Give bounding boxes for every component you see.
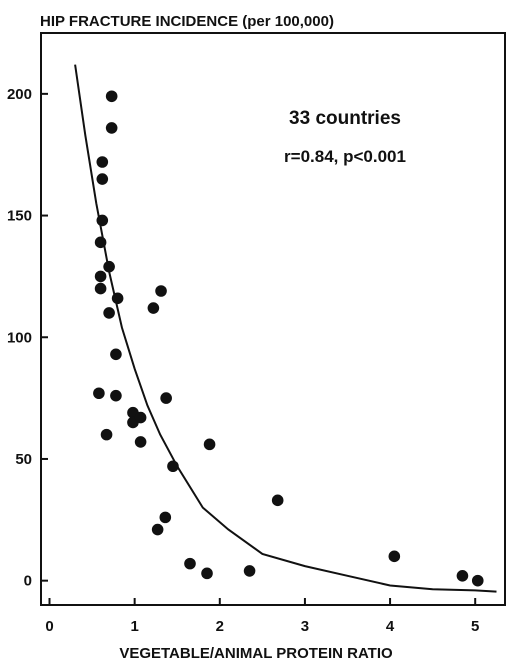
chart-title: HIP FRACTURE INCIDENCE (per 100,000): [40, 13, 334, 30]
data-point: [94, 236, 107, 249]
data-point: [155, 285, 167, 297]
x-axis-label: VEGETABLE/ANIMAL PROTEIN RATIO: [119, 645, 393, 662]
data-point: [471, 574, 484, 587]
y-tick-label: 50: [15, 451, 32, 468]
data-point: [100, 428, 113, 441]
annotation-stats: r=0.84, p<0.001: [284, 147, 406, 166]
data-point: [147, 302, 160, 314]
y-tick-label: 150: [7, 208, 32, 225]
data-point: [103, 307, 115, 319]
data-point: [94, 282, 107, 295]
annotation-count: 33 countries: [289, 108, 401, 129]
x-tick-label: 3: [301, 618, 309, 635]
data-point: [271, 494, 284, 507]
data-point: [134, 436, 147, 448]
x-axis: 0 1 2 3 4 5: [45, 598, 479, 635]
data-point: [105, 90, 118, 103]
data-point: [110, 348, 122, 361]
data-point: [203, 438, 216, 451]
data-point: [105, 122, 118, 134]
data-points: [93, 90, 484, 587]
data-point: [456, 569, 469, 582]
fit-curve-line: [74, 64, 497, 593]
x-tick-label: 4: [386, 618, 395, 635]
data-point: [96, 214, 109, 227]
y-axis: 0 50 100 150 200: [7, 86, 48, 590]
data-point: [93, 387, 105, 400]
y-tick-label: 0: [24, 573, 32, 590]
data-point: [243, 565, 256, 577]
data-point: [160, 392, 172, 404]
x-tick-label: 5: [471, 618, 479, 635]
data-point: [184, 557, 196, 570]
data-point: [103, 260, 115, 273]
data-point: [96, 173, 109, 185]
data-point: [94, 270, 107, 283]
data-point: [110, 389, 122, 402]
data-point: [159, 511, 172, 524]
data-point: [96, 156, 109, 168]
x-tick-label: 2: [216, 618, 224, 635]
plot-frame: [40, 32, 506, 606]
data-point: [167, 460, 179, 473]
y-tick-label: 200: [7, 86, 32, 103]
data-point: [151, 523, 164, 536]
data-point: [111, 292, 124, 305]
data-point: [134, 411, 147, 424]
fit-curve: [74, 64, 497, 593]
x-tick-label: 0: [45, 618, 53, 635]
y-tick-label: 100: [7, 329, 32, 346]
data-point: [388, 550, 401, 563]
data-point: [201, 567, 213, 580]
x-tick-label: 1: [130, 618, 138, 635]
